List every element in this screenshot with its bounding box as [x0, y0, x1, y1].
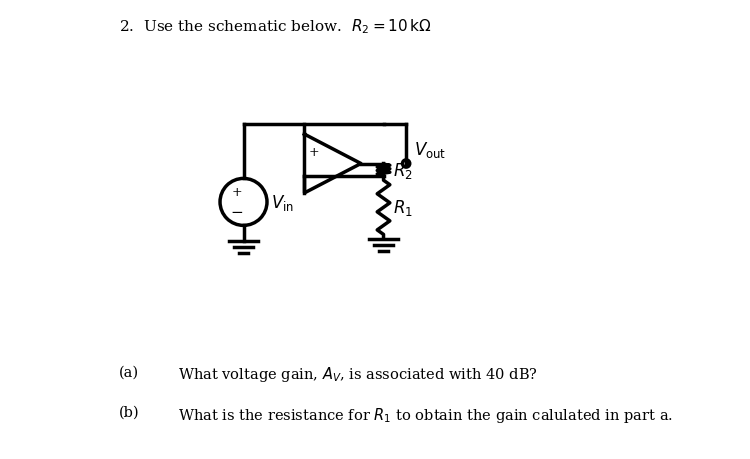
Text: −: −	[308, 169, 320, 183]
Text: (a): (a)	[119, 365, 140, 379]
Text: (b): (b)	[119, 405, 140, 419]
Text: +: +	[308, 146, 319, 158]
Text: −: −	[230, 205, 243, 219]
Text: +: +	[232, 186, 242, 199]
Text: 2.  Use the schematic below.  $R_2 = 10\,\mathrm{k}\Omega$: 2. Use the schematic below. $R_2 = 10\,\…	[119, 18, 432, 36]
Text: What is the resistance for $R_1$ to obtain the gain calulated in part a.: What is the resistance for $R_1$ to obta…	[178, 405, 674, 424]
Text: $V_{\rm in}$: $V_{\rm in}$	[271, 192, 293, 213]
Text: $R_1$: $R_1$	[394, 198, 413, 218]
Text: $V_{\rm out}$: $V_{\rm out}$	[414, 140, 446, 160]
Text: $R_2$: $R_2$	[394, 160, 413, 180]
Text: What voltage gain, $A_V$, is associated with 40 dB?: What voltage gain, $A_V$, is associated …	[178, 365, 538, 384]
